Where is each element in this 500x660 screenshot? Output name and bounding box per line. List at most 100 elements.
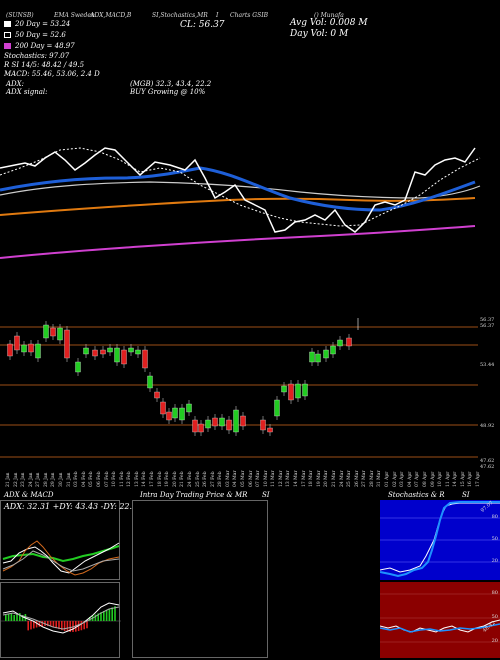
date-axis: 21 Jan 22 Jan 23 Jan 24 Jan 27 Jan 28 Jan 29 J… — [0, 463, 500, 493]
macd-bar-9 — [30, 621, 32, 630]
macd-bar-0 — [5, 615, 7, 621]
price-label-high: 56.37 — [480, 317, 495, 323]
stochastics-panel: 97.07 80 50 20 — [380, 500, 500, 580]
candle-body-46 — [346, 337, 352, 347]
candle-body-14 — [114, 347, 120, 363]
close-price: CL: 56.37 — [180, 20, 225, 30]
candle-body-4 — [35, 343, 41, 359]
macd-bar-8 — [27, 621, 29, 631]
date-tick: 20 Feb — [172, 471, 178, 487]
macd-bar-4 — [16, 614, 18, 621]
rsi-avg-line — [380, 623, 500, 633]
date-tick: 09 Apr — [430, 471, 436, 487]
date-tick: 24 Jan — [28, 472, 34, 487]
ema200-label: 200 Day = 48.97 — [15, 41, 75, 50]
date-tick: 18 Feb — [157, 471, 163, 487]
macd-bar-22 — [66, 621, 69, 632]
stoch-label-20: 20 — [491, 558, 498, 564]
stoch-label-50: 50 — [491, 536, 498, 542]
price-line — [0, 147, 476, 233]
price-label-low1: 48.92 — [480, 423, 495, 429]
candle-body-16 — [128, 347, 134, 353]
date-tick: 28 Feb — [218, 471, 224, 487]
adx-line1-label: ADX: — [6, 80, 25, 88]
date-tick: 16 Apr — [468, 471, 474, 487]
stoch-title-right: SI — [462, 491, 470, 499]
tag-adx: ADX,MACD,B — [90, 12, 132, 19]
ema200-swatch — [4, 42, 11, 49]
date-tick: 28 Mar — [369, 470, 375, 487]
plus-di-line — [2, 542, 120, 574]
candle-body-42 — [315, 353, 321, 363]
date-tick: 20 Mar — [324, 470, 330, 487]
macd-bar-28 — [83, 621, 85, 630]
macd-bar-35 — [103, 611, 105, 621]
date-tick: 10 Mar — [263, 470, 269, 487]
candle-body-36 — [274, 399, 280, 417]
stoch-label-80: 80 — [491, 514, 498, 520]
date-tick: 23 Jan — [21, 472, 27, 487]
candle-body-15 — [121, 349, 127, 365]
date-tick: 06 Mar — [248, 470, 254, 487]
date-tick: 27 Mar — [362, 470, 368, 487]
candle-body-21 — [160, 401, 166, 415]
date-tick: 04 Apr — [407, 471, 413, 487]
candle-body-11 — [92, 349, 98, 357]
candle-body-3 — [28, 343, 34, 353]
candle-body-40 — [302, 383, 308, 397]
date-tick: 25 Mar — [347, 470, 353, 487]
tag-i: I — [216, 12, 219, 19]
date-tick: 04 Feb — [81, 471, 87, 487]
date-tick: 12 Mar — [278, 470, 284, 487]
ema20-label: 20 Day = 53.24 — [15, 19, 71, 28]
macd-bar-30 — [89, 617, 91, 621]
macd-bar-32 — [94, 614, 97, 621]
date-tick: 06 Feb — [96, 471, 102, 487]
date-tick: 21 Feb — [180, 471, 186, 487]
intraday-panel — [132, 500, 268, 658]
macd-bar-36 — [105, 609, 108, 621]
candle-body-41 — [309, 351, 315, 363]
date-tick: 27 Jan — [36, 472, 42, 487]
macd-bar-37 — [108, 608, 111, 621]
date-tick: 31 Mar — [377, 470, 383, 487]
ema20-line — [0, 166, 476, 212]
candle-body-34 — [260, 419, 266, 431]
price-label-close: 56.37 — [480, 323, 495, 329]
ema20-swatch — [4, 20, 11, 27]
ema-orange-line — [0, 197, 476, 216]
date-tick: 11 Mar — [271, 470, 277, 487]
ema-legend: 20 Day = 53.24 50 Day = 52.6 200 Day = 4… — [4, 18, 100, 78]
candle-body-19 — [147, 375, 153, 389]
candle-body-39 — [295, 383, 301, 399]
date-tick: 03 Mar — [225, 470, 231, 487]
rsi-panel: 80 50 20 48.42 — [380, 582, 500, 658]
macd-bar-20 — [61, 621, 63, 631]
date-tick: 29 Jan — [51, 472, 57, 487]
macd-bar-29 — [86, 621, 88, 629]
price-label-mid: 53.44 — [480, 362, 495, 368]
macd-bar-5 — [19, 613, 21, 621]
date-tick: 05 Mar — [241, 470, 246, 487]
macd-bar-13 — [41, 621, 43, 627]
date-tick: 10 Apr — [438, 471, 444, 487]
candle-body-1 — [14, 335, 20, 351]
date-tick: 07 Feb — [104, 471, 110, 487]
candle-body-24 — [179, 407, 185, 421]
date-tick: 14 Feb — [142, 471, 148, 487]
date-tick: 14 Mar — [294, 470, 300, 487]
candle-body-33 — [240, 415, 246, 427]
ema50-dotted-line — [0, 147, 481, 227]
candle-body-13 — [107, 347, 113, 353]
macd-bar-19 — [58, 621, 60, 630]
macd-bar-21 — [63, 621, 66, 631]
candle-body-6 — [50, 327, 56, 337]
stoch-k-line — [380, 501, 500, 578]
candle-body-38 — [288, 383, 294, 401]
date-tick: 13 Feb — [134, 471, 140, 487]
date-tick: 17 Feb — [150, 471, 156, 487]
adx-panel-values: ADX: 32.31 +DY: 43.43 -DY: 22.22 — [4, 502, 143, 511]
date-tick: 10 Feb — [112, 471, 118, 487]
macd-bar-15 — [47, 621, 49, 627]
avg-volume: Avg Vol: 0.008 M — [290, 18, 368, 28]
